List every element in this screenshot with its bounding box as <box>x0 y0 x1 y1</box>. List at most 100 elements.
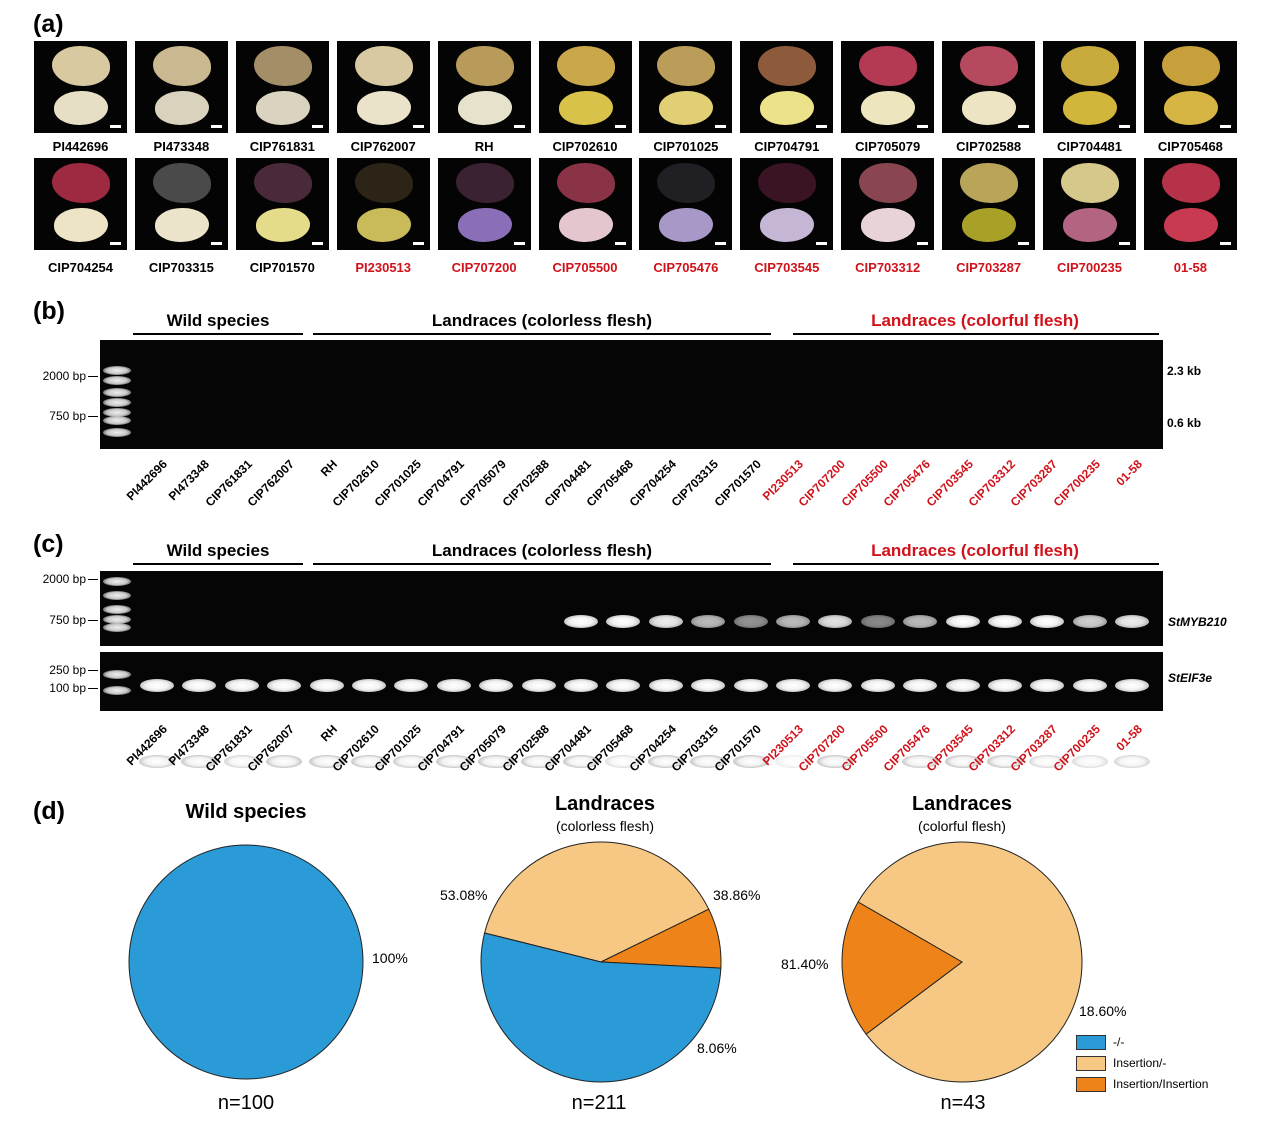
gel-band <box>436 679 471 692</box>
gel-band <box>860 679 895 692</box>
gel-band <box>1115 615 1150 628</box>
scale-bar <box>816 242 828 245</box>
panel-label-a: (a) <box>33 10 64 38</box>
tuber-photo <box>235 158 329 250</box>
pie-slice <box>483 841 710 963</box>
tuber-photo <box>639 41 733 133</box>
sliced-tuber <box>255 91 310 125</box>
ladder-band <box>103 366 131 375</box>
whole-tuber <box>1061 163 1119 203</box>
group-label-colorful-b: Landraces (colorful flesh) <box>871 311 1079 330</box>
gel-band <box>818 679 853 692</box>
whole-tuber <box>1161 163 1220 203</box>
gel-band <box>606 615 641 628</box>
sliced-tuber <box>457 91 512 125</box>
whole-tuber <box>455 163 514 203</box>
sliced-tuber <box>1063 208 1117 242</box>
scale-bar <box>1219 125 1231 128</box>
gel-image-c-eif <box>100 652 1163 711</box>
sliced-tuber <box>760 91 815 125</box>
tuber-photo <box>538 41 632 133</box>
accession-label: PI230513 <box>355 260 412 275</box>
scale-bar <box>210 242 222 245</box>
sliced-tuber <box>54 91 108 125</box>
ladder-band <box>103 398 131 407</box>
gel-band <box>181 755 218 768</box>
ladder-band <box>103 376 131 385</box>
gel-band <box>817 755 854 768</box>
gel-band <box>860 615 895 628</box>
tuber-photo <box>841 41 935 133</box>
tuber-photo <box>336 41 430 133</box>
gel-band <box>1072 615 1107 628</box>
whole-tuber <box>859 163 918 203</box>
gel-band <box>903 679 938 692</box>
gel-band <box>945 615 980 628</box>
legend-swatch-homozygous-absent <box>1076 1035 1106 1050</box>
ladder-band <box>103 591 131 600</box>
pie-colorless-label-2: 53.08% <box>440 887 488 903</box>
ladder-label: 750 bp <box>49 409 86 423</box>
ladder-tick <box>88 376 98 377</box>
sliced-tuber <box>1163 91 1218 125</box>
ladder-band <box>103 416 131 425</box>
sliced-tuber <box>962 91 1017 125</box>
ladder-label: 100 bp <box>49 681 86 695</box>
accession-label: CIP761831 <box>249 139 315 154</box>
scale-bar <box>614 242 626 245</box>
tuber-photo <box>1043 158 1136 250</box>
ladder-band <box>103 605 131 614</box>
ladder-band <box>103 686 131 695</box>
gel-band <box>690 755 727 768</box>
gel-band <box>1029 755 1066 768</box>
gel-band <box>647 755 684 768</box>
gel-band <box>309 679 344 692</box>
ladder-band <box>103 670 131 679</box>
pie-colorless-label-1: 8.06% <box>697 1040 737 1056</box>
gel-band <box>691 679 726 692</box>
group-line <box>313 563 771 565</box>
gel-band <box>988 615 1022 628</box>
pie-n-colorful: n=43 <box>940 1092 986 1114</box>
pie-colorful-label-1: 18.60% <box>1079 1003 1127 1019</box>
scale-bar <box>412 125 424 128</box>
tuber-photo <box>235 41 329 133</box>
gel-band <box>139 755 175 768</box>
gel-band <box>308 755 345 768</box>
scale-bar <box>1119 242 1130 245</box>
group-line <box>793 333 1159 335</box>
gel-band <box>732 755 769 768</box>
gel-band <box>648 615 683 628</box>
sliced-tuber <box>659 91 714 125</box>
tuber-photo <box>437 41 531 133</box>
gel-band <box>606 679 641 692</box>
panel-label-c: (c) <box>33 530 64 558</box>
group-label-colorful-c: Landraces (colorful flesh) <box>871 541 1079 560</box>
whole-tuber <box>354 46 413 86</box>
tuber-photo <box>134 41 228 133</box>
scale-bar <box>311 125 323 128</box>
sliced-tuber <box>861 208 916 242</box>
gel-image-b <box>100 340 1163 768</box>
accession-label: CIP762007 <box>350 139 416 154</box>
gel-band <box>648 679 683 692</box>
scale-bar <box>412 242 424 245</box>
scale-bar <box>715 125 727 128</box>
accession-label: CIP704791 <box>754 139 820 154</box>
gel-band <box>564 679 598 692</box>
gene-label-eif: StEIF3e <box>1168 671 1213 685</box>
scale-bar <box>513 125 525 128</box>
whole-tuber <box>354 163 413 203</box>
ladder-tick <box>88 620 98 621</box>
sliced-tuber <box>760 208 815 242</box>
band-size-label: 0.6 kb <box>1167 416 1202 430</box>
sliced-tuber <box>356 208 411 242</box>
ladder-tick <box>88 579 98 580</box>
pie-slice <box>128 844 364 1080</box>
pie-subtitle-colorful: (colorful flesh) <box>918 818 1006 834</box>
gel-band <box>223 755 260 768</box>
accession-label: CIP705476 <box>653 260 719 275</box>
gel-band <box>1030 679 1065 692</box>
gel-band <box>521 679 556 692</box>
